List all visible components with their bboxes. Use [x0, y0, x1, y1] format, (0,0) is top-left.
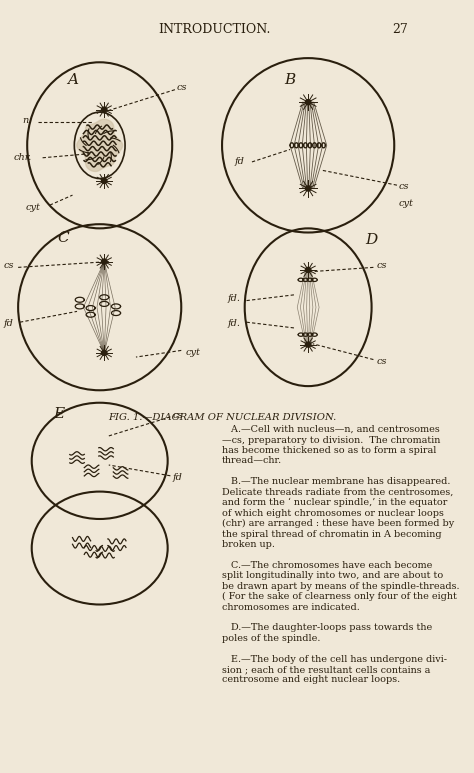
Circle shape	[305, 186, 311, 191]
Text: fd: fd	[4, 319, 14, 329]
Text: C: C	[58, 231, 69, 245]
Text: chr.: chr.	[13, 153, 32, 162]
Text: FIG. 1.—DIAGRAM OF NUCLEAR DIVISION.: FIG. 1.—DIAGRAM OF NUCLEAR DIVISION.	[108, 413, 336, 422]
Text: INTRODUCTION.: INTRODUCTION.	[159, 23, 271, 36]
Text: D: D	[365, 233, 378, 247]
Circle shape	[101, 179, 107, 183]
Text: fd.: fd.	[227, 295, 240, 304]
Text: cyt: cyt	[186, 349, 201, 357]
Circle shape	[305, 342, 311, 347]
Circle shape	[101, 259, 107, 264]
Text: 27: 27	[392, 23, 408, 36]
Text: cyt: cyt	[399, 199, 414, 208]
Text: E: E	[54, 407, 64, 421]
Text: cs: cs	[177, 83, 187, 92]
Text: A: A	[67, 73, 78, 87]
Text: cs: cs	[399, 182, 409, 192]
Text: n.: n.	[22, 116, 32, 125]
Circle shape	[101, 350, 107, 356]
Text: cs: cs	[376, 261, 387, 271]
Text: cyt: cyt	[26, 203, 41, 212]
Polygon shape	[77, 119, 123, 172]
Text: cs: cs	[172, 410, 182, 420]
Circle shape	[305, 267, 311, 272]
Text: cs: cs	[3, 261, 14, 271]
Circle shape	[305, 100, 311, 104]
Text: A.—Cell with nucleus—n, and centrosomes
—cs, preparatory to division.  The chrom: A.—Cell with nucleus—n, and centrosomes …	[222, 425, 460, 684]
Text: B: B	[284, 73, 296, 87]
Circle shape	[101, 107, 107, 112]
Text: cs: cs	[376, 356, 387, 366]
Text: fd: fd	[235, 158, 245, 166]
Text: fd.: fd.	[227, 319, 240, 329]
Text: fd: fd	[172, 473, 182, 482]
